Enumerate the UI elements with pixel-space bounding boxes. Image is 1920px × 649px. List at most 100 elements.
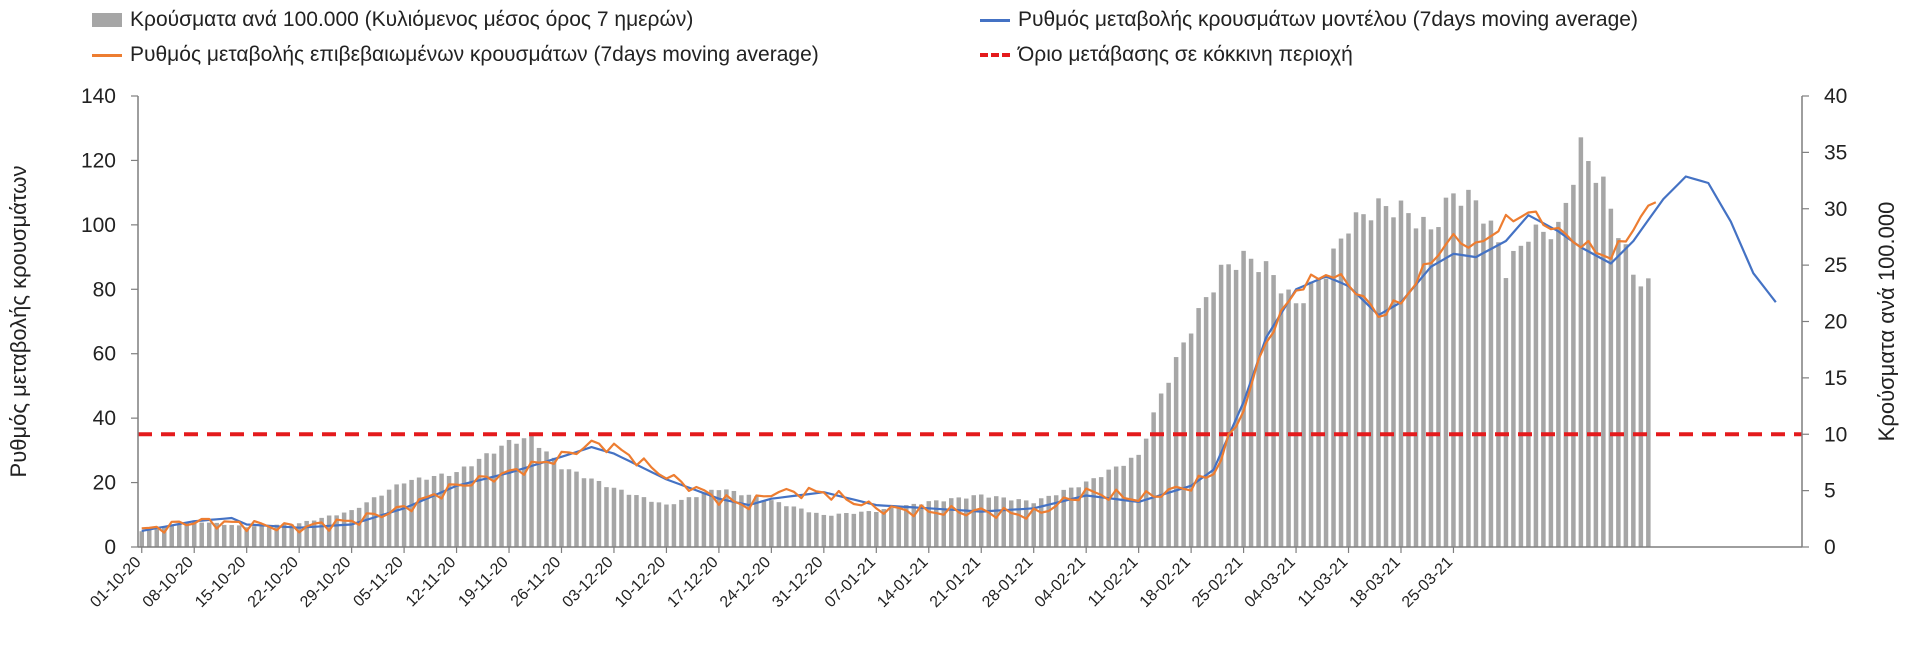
bar — [739, 495, 744, 547]
bar — [566, 469, 572, 547]
bar — [769, 500, 774, 547]
bar — [986, 497, 991, 547]
y-tick-label-right: 40 — [1824, 85, 1847, 108]
legend-confirmed-text: Ρυθμός μεταβολής επιβεβαιωμένων κρουσμάτ… — [130, 43, 819, 66]
bar — [1556, 221, 1561, 547]
bar — [806, 512, 812, 547]
bar — [971, 495, 976, 547]
y-tick-label-left: 80 — [93, 278, 116, 301]
y-tick-label-right: 10 — [1824, 423, 1847, 446]
y-tick-label-right: 0 — [1824, 536, 1836, 559]
bar — [649, 501, 654, 547]
bar — [679, 499, 684, 547]
bar — [356, 507, 362, 547]
bar — [401, 483, 407, 547]
y-tick-label-left: 20 — [93, 472, 116, 495]
bar — [1113, 466, 1119, 547]
bar — [296, 523, 302, 547]
bar — [1023, 500, 1029, 547]
y-tick-label-left: 40 — [93, 407, 116, 430]
bar — [1383, 206, 1389, 547]
bar — [431, 475, 437, 547]
bar — [544, 451, 549, 547]
x-tick-label: 04-03-21 — [1242, 554, 1299, 611]
bar — [1571, 184, 1576, 547]
bar — [1046, 495, 1051, 547]
bar — [154, 528, 159, 547]
bar — [1593, 182, 1599, 547]
bar — [1293, 303, 1299, 547]
bar — [716, 490, 722, 547]
bar — [484, 453, 489, 547]
bar — [604, 487, 609, 547]
bar — [671, 504, 677, 547]
bar — [581, 478, 587, 547]
bar — [619, 489, 624, 547]
bar — [821, 514, 827, 547]
bar — [1533, 224, 1539, 547]
bar — [169, 524, 174, 547]
bar — [386, 489, 392, 547]
bar — [978, 494, 984, 547]
bar — [1443, 197, 1449, 547]
bar — [461, 466, 467, 547]
bar — [1001, 497, 1006, 547]
bar — [304, 520, 309, 547]
bar — [746, 494, 752, 547]
legend-model-swatch — [980, 18, 1010, 22]
bar — [1361, 214, 1366, 547]
bar — [491, 453, 497, 547]
legend-confirmed-swatch — [92, 53, 122, 57]
bar — [289, 524, 294, 547]
bar — [514, 443, 519, 547]
bar — [281, 523, 287, 547]
bar — [221, 524, 227, 547]
bar — [1496, 242, 1501, 547]
bar — [1226, 264, 1231, 547]
bar — [1578, 137, 1584, 547]
bar — [754, 496, 759, 547]
bar — [1053, 495, 1059, 547]
bar — [993, 496, 999, 547]
bar — [1428, 229, 1434, 547]
bar — [364, 502, 369, 547]
y-tick-label-left: 100 — [81, 214, 116, 237]
bar — [274, 524, 279, 547]
bar — [1413, 228, 1419, 547]
x-tick-label: 25-03-21 — [1399, 554, 1456, 611]
bar — [1076, 487, 1081, 547]
bar — [349, 510, 354, 547]
x-tick-label: 05-11-20 — [350, 554, 407, 611]
x-tick-label: 15-10-20 — [192, 554, 249, 611]
bar — [394, 484, 399, 547]
bar — [1346, 233, 1351, 547]
bar — [446, 475, 452, 547]
y-tick-label-right: 20 — [1824, 311, 1847, 334]
x-tick-label: 04-02-21 — [1032, 554, 1089, 611]
bar — [244, 527, 249, 547]
bar — [836, 513, 842, 547]
bar — [881, 509, 887, 547]
bar — [701, 492, 707, 547]
x-tick-label: 25-02-21 — [1189, 554, 1246, 611]
bar — [1466, 189, 1471, 547]
bar — [686, 497, 692, 547]
bar — [506, 439, 512, 547]
bar — [919, 504, 924, 547]
bar — [1323, 278, 1329, 547]
bar — [664, 504, 669, 547]
bar — [1331, 248, 1336, 548]
bar — [146, 529, 152, 547]
bar — [934, 500, 939, 547]
bar — [731, 490, 737, 547]
bar — [874, 512, 879, 547]
bar — [1233, 269, 1239, 547]
bar — [761, 500, 767, 547]
bar — [161, 526, 167, 547]
bar — [1188, 333, 1194, 547]
x-tick-label: 26-11-20 — [508, 554, 565, 611]
bar — [424, 479, 429, 547]
x-tick-label: 12-11-20 — [403, 554, 460, 611]
legend-threshold: Όριο μετάβασης σε κόκκινη περιοχή — [980, 43, 1353, 67]
